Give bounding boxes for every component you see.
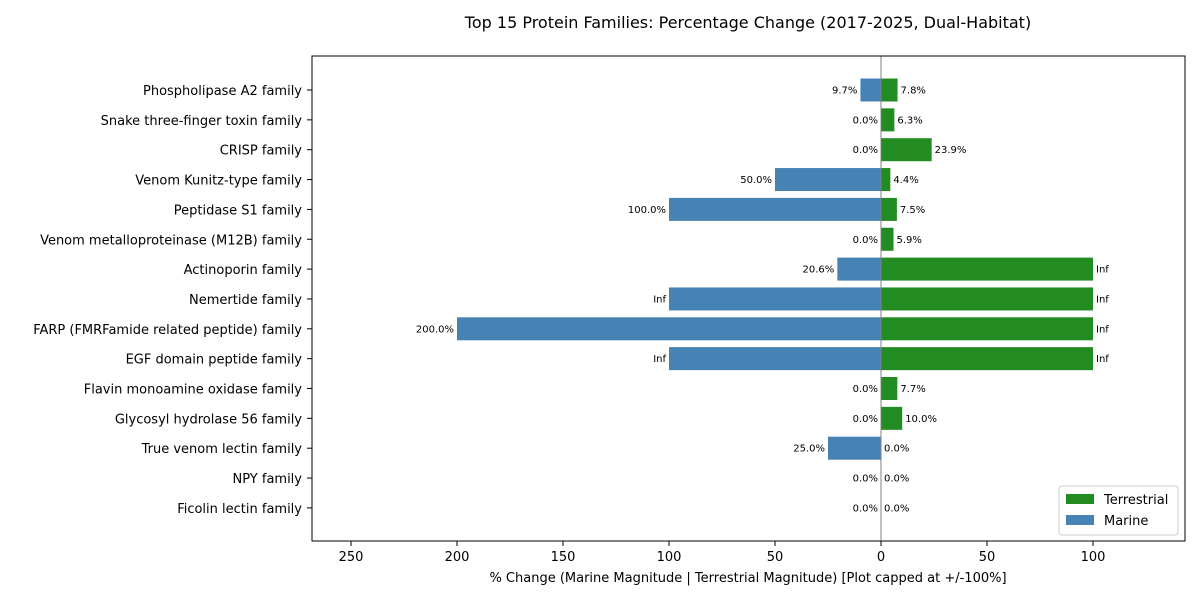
category-label-true-venom-lectin-family: True venom lectin family [141, 442, 303, 457]
bar-terrestrial-egf-domain-peptide-family [881, 347, 1093, 371]
x-tick-label: 150 [551, 550, 576, 565]
data-label-marine-peptidase-s1-family: 100.0% [628, 205, 666, 216]
bar-terrestrial-nemertide-family [881, 287, 1093, 311]
bar-terrestrial-peptidase-s1-family [881, 197, 897, 221]
data-label-marine-venom-kunitz-type-family: 50.0% [740, 175, 772, 186]
data-label-terrestrial-venom-metalloproteinase-m12b-family: 5.9% [897, 235, 922, 246]
data-label-marine-ficolin-lectin-family: 0.0% [853, 503, 878, 514]
data-label-terrestrial-venom-kunitz-type-family: 4.4% [893, 175, 918, 186]
category-label-phospholipase-a2-family: Phospholipase A2 family [143, 84, 302, 99]
data-label-terrestrial-crisp-family: 23.9% [935, 145, 967, 156]
category-label-glycosyl-hydrolase-56-family: Glycosyl hydrolase 56 family [115, 412, 302, 427]
x-axis-label: % Change (Marine Magnitude | Terrestrial… [489, 571, 1006, 586]
category-label-crisp-family: CRISP family [220, 144, 303, 159]
data-label-terrestrial-ficolin-lectin-family: 0.0% [884, 503, 909, 514]
data-label-marine-phospholipase-a2-family: 9.7% [832, 86, 857, 97]
x-tick-label: 250 [339, 550, 364, 565]
bar-marine-venom-kunitz-type-family [775, 168, 881, 192]
bar-terrestrial-phospholipase-a2-family [881, 78, 898, 102]
x-tick-label: 100 [1081, 550, 1106, 565]
x-tick-label: 50 [979, 550, 996, 565]
data-label-terrestrial-npy-family: 0.0% [884, 474, 909, 485]
bar-marine-actinoporin-family [837, 257, 881, 281]
data-label-terrestrial-phospholipase-a2-family: 7.8% [901, 86, 926, 97]
chart-title: Top 15 Protein Families: Percentage Chan… [464, 13, 1031, 32]
bar-terrestrial-farp-fmrfamide-related-peptide-family [881, 317, 1093, 341]
x-tick-label: 0 [877, 550, 885, 565]
bar-terrestrial-flavin-monoamine-oxidase-family [881, 377, 898, 400]
category-label-venom-kunitz-type-family: Venom Kunitz-type family [135, 174, 302, 189]
category-label-snake-three-finger-toxin-family: Snake three-finger toxin family [101, 114, 303, 129]
data-label-terrestrial-nemertide-family: Inf [1096, 294, 1109, 305]
data-label-terrestrial-egf-domain-peptide-family: Inf [1096, 354, 1109, 365]
category-label-flavin-monoamine-oxidase-family: Flavin monoamine oxidase family [84, 383, 303, 398]
data-label-marine-npy-family: 0.0% [853, 474, 878, 485]
bar-terrestrial-actinoporin-family [881, 257, 1093, 281]
legend-label-terrestrial: Terrestrial [1103, 493, 1168, 508]
bar-terrestrial-crisp-family [881, 138, 932, 162]
category-label-farp-fmrfamide-related-peptide-family: FARP (FMRFamide related peptide) family [33, 323, 302, 338]
x-tick-label: 200 [445, 550, 470, 565]
bar-terrestrial-venom-kunitz-type-family [881, 168, 891, 192]
data-label-marine-flavin-monoamine-oxidase-family: 0.0% [853, 384, 878, 395]
data-label-marine-venom-metalloproteinase-m12b-family: 0.0% [853, 235, 878, 246]
category-label-egf-domain-peptide-family: EGF domain peptide family [126, 353, 303, 368]
bar-marine-true-venom-lectin-family [828, 436, 881, 460]
bar-marine-nemertide-family [669, 287, 881, 311]
legend: Terrestrial Marine [1058, 485, 1179, 536]
data-label-marine-farp-fmrfamide-related-peptide-family: 200.0% [416, 324, 454, 335]
category-label-ficolin-lectin-family: Ficolin lectin family [177, 502, 302, 517]
data-label-terrestrial-actinoporin-family: Inf [1096, 265, 1109, 276]
legend-label-marine: Marine [1104, 514, 1148, 529]
x-tick-label: 50 [767, 550, 784, 565]
bar-marine-peptidase-s1-family [669, 197, 881, 221]
bar-terrestrial-glycosyl-hydrolase-56-family [881, 406, 903, 430]
data-label-terrestrial-true-venom-lectin-family: 0.0% [884, 444, 909, 455]
category-label-venom-metalloproteinase-m12b-family: Venom metalloproteinase (M12B) family [40, 233, 302, 248]
data-label-marine-nemertide-family: Inf [653, 294, 666, 305]
category-label-nemertide-family: Nemertide family [189, 293, 302, 308]
bar-marine-farp-fmrfamide-related-peptide-family [457, 317, 881, 341]
legend-swatch-terrestrial [1066, 494, 1094, 504]
bar-terrestrial-snake-three-finger-toxin-family [881, 108, 895, 132]
x-tick-label: 100 [657, 550, 682, 565]
bar-marine-phospholipase-a2-family [860, 78, 881, 102]
bar-terrestrial-venom-metalloproteinase-m12b-family [881, 227, 894, 251]
data-label-terrestrial-flavin-monoamine-oxidase-family: 7.7% [900, 384, 925, 395]
data-label-marine-true-venom-lectin-family: 25.0% [793, 444, 825, 455]
category-label-actinoporin-family: Actinoporin family [184, 263, 303, 278]
data-label-terrestrial-glycosyl-hydrolase-56-family: 10.0% [905, 414, 937, 425]
data-label-marine-snake-three-finger-toxin-family: 0.0% [853, 115, 878, 126]
data-label-marine-crisp-family: 0.0% [853, 145, 878, 156]
data-label-marine-actinoporin-family: 20.6% [803, 265, 835, 276]
data-label-marine-egf-domain-peptide-family: Inf [653, 354, 666, 365]
bar-marine-egf-domain-peptide-family [669, 347, 881, 371]
category-label-npy-family: NPY family [233, 472, 303, 487]
data-label-terrestrial-peptidase-s1-family: 7.5% [900, 205, 925, 216]
data-label-terrestrial-farp-fmrfamide-related-peptide-family: Inf [1096, 324, 1109, 335]
legend-swatch-marine [1066, 515, 1094, 525]
category-label-peptidase-s1-family: Peptidase S1 family [174, 203, 303, 218]
data-label-marine-glycosyl-hydrolase-56-family: 0.0% [853, 414, 878, 425]
data-label-terrestrial-snake-three-finger-toxin-family: 6.3% [897, 115, 922, 126]
